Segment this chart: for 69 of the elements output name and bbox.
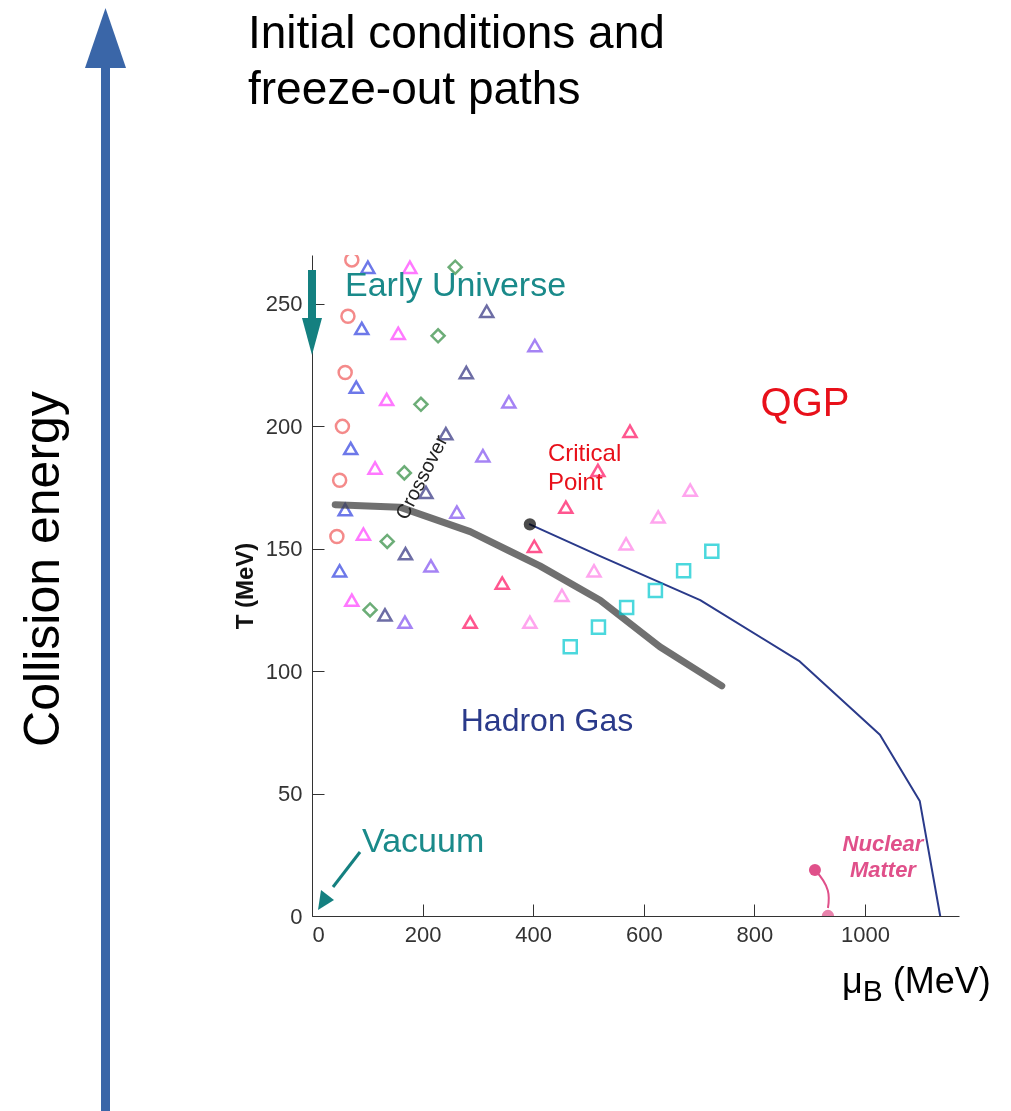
point (334, 418, 351, 435)
point (586, 563, 602, 578)
point (590, 619, 607, 635)
point (647, 582, 664, 599)
point (355, 527, 372, 541)
point (523, 518, 537, 531)
x-tick-label: 600 (625, 921, 663, 947)
annotation: Early Universe (345, 264, 567, 303)
y-tick-label: 200 (265, 413, 303, 439)
x-tick-label: 1000 (841, 921, 890, 947)
annotation: QGP (760, 379, 850, 424)
x-tick-label: 400 (515, 921, 553, 947)
point (704, 543, 720, 559)
point (554, 588, 570, 603)
point (413, 396, 429, 413)
point (397, 546, 414, 561)
y-tick-label: 50 (278, 781, 303, 807)
point (618, 599, 635, 616)
point (522, 615, 538, 630)
point (618, 536, 634, 551)
point (526, 539, 543, 554)
point (462, 615, 478, 630)
annotation: Critical Point (547, 439, 622, 496)
annotation: Nuclear Matter (842, 830, 925, 883)
point (337, 364, 353, 381)
point (501, 394, 517, 409)
point (342, 441, 359, 456)
annotation: Hadron Gas (460, 702, 634, 739)
point (390, 326, 407, 341)
y-tick-label: 0 (290, 903, 303, 929)
y-tick-label: 250 (265, 291, 303, 317)
point (377, 607, 393, 622)
point (340, 308, 356, 324)
point (449, 505, 465, 519)
x-tick-label: 800 (736, 921, 774, 947)
x-tick-label: 200 (404, 921, 442, 947)
text: Collision energy (13, 390, 71, 749)
point (331, 563, 348, 578)
point (354, 321, 370, 336)
point (367, 461, 383, 475)
y-axis-title: T (MeV) (230, 542, 258, 630)
x-axis-title: μ$_{B}$ (MeV) (842, 960, 991, 1009)
point (622, 424, 638, 439)
point (650, 510, 666, 524)
point (348, 380, 365, 395)
point (378, 392, 395, 407)
point (362, 602, 378, 618)
point (558, 500, 574, 515)
point (494, 576, 510, 590)
x-tick-label: 0 (312, 921, 325, 947)
point (397, 615, 413, 630)
point (475, 448, 491, 463)
y-tick-label: 100 (265, 658, 303, 684)
point (458, 365, 475, 380)
point (682, 483, 699, 497)
point (423, 559, 439, 573)
point (675, 563, 692, 579)
y-tick-label: 150 (265, 536, 303, 562)
point (331, 472, 348, 488)
point (478, 304, 495, 319)
point (562, 638, 579, 655)
point (527, 338, 543, 353)
chart-title: Initial conditions and freeze-out paths (248, 5, 666, 116)
point (329, 528, 345, 545)
point (344, 255, 360, 268)
point (430, 328, 446, 344)
point (379, 533, 395, 550)
point (344, 593, 360, 608)
annotation: Vacuum (362, 820, 485, 859)
